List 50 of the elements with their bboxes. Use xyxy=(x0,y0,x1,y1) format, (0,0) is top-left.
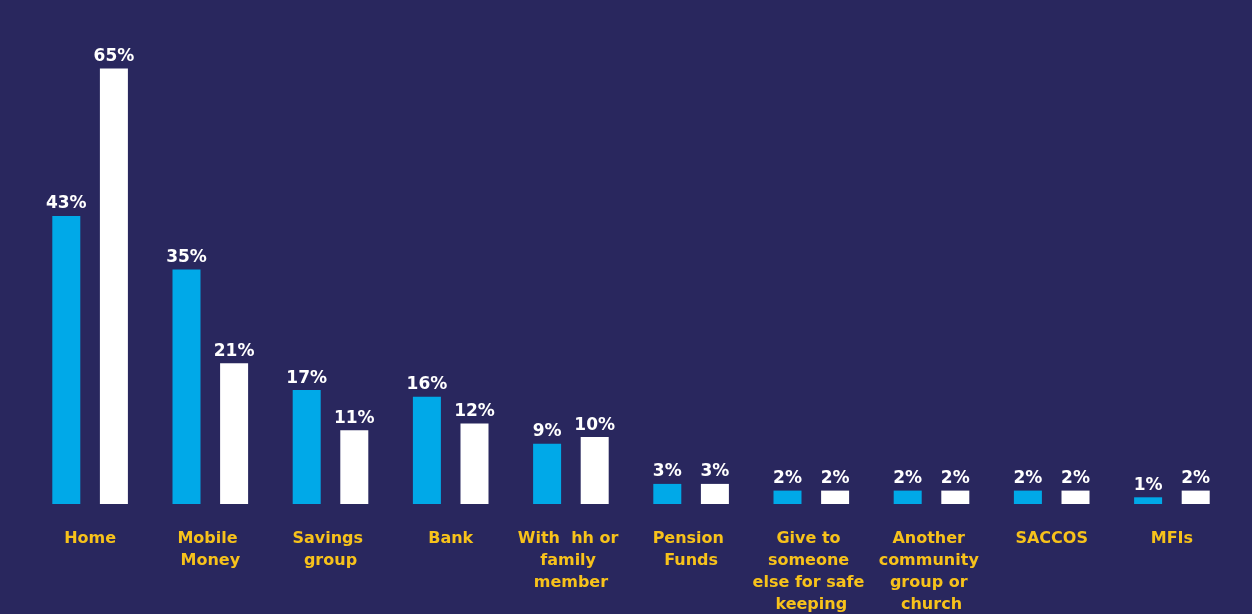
data-label: 43% xyxy=(45,192,87,213)
data-label: 35% xyxy=(166,246,207,266)
bar xyxy=(1134,497,1163,504)
data-label: 10% xyxy=(574,413,616,434)
x-tick-label: Bank xyxy=(428,527,474,547)
x-tick-label: SACCOS xyxy=(1015,527,1088,547)
x-tick-label: With hh or family member xyxy=(517,527,624,591)
bar xyxy=(292,390,321,504)
data-label: 1% xyxy=(1133,473,1163,494)
data-label: 2% xyxy=(773,467,802,488)
data-label: 12% xyxy=(454,400,495,421)
x-tick-label: Home xyxy=(64,527,117,547)
bar xyxy=(700,483,729,504)
data-label: 3% xyxy=(700,460,730,481)
data-label: 17% xyxy=(286,366,328,387)
bar xyxy=(1013,490,1042,504)
bar xyxy=(653,483,682,504)
x-tick-label: Pension Funds xyxy=(652,527,730,569)
x-tick-label: Mobile Money xyxy=(177,527,244,569)
bar xyxy=(99,68,128,504)
bar xyxy=(941,490,970,504)
bar xyxy=(172,269,201,504)
bar xyxy=(52,215,81,504)
bar xyxy=(412,396,441,504)
data-label: 21% xyxy=(213,339,255,360)
data-label: 2% xyxy=(893,467,923,488)
data-label: 2% xyxy=(1013,467,1043,488)
x-tick-label: Savings group xyxy=(292,527,369,569)
x-tick-label: MFIs xyxy=(1150,527,1194,547)
bar xyxy=(773,490,802,504)
bar xyxy=(1061,490,1090,504)
x-tick-label: Another community group or church xyxy=(878,527,985,613)
data-label: 2% xyxy=(1061,467,1090,488)
bar xyxy=(821,490,850,504)
bar xyxy=(580,437,609,504)
data-label: 16% xyxy=(406,373,448,394)
data-label: 2% xyxy=(940,467,970,488)
data-label: 2% xyxy=(820,467,850,488)
bar xyxy=(533,443,562,504)
data-label: 11% xyxy=(333,406,375,427)
data-label: 9% xyxy=(532,420,562,441)
bar xyxy=(220,363,249,504)
bar xyxy=(1181,490,1210,504)
bar xyxy=(460,423,489,504)
data-label: 2% xyxy=(1181,467,1211,488)
bar xyxy=(893,490,922,504)
data-label: 65% xyxy=(93,45,135,65)
x-tick-label: Give to someone else for safe keeping xyxy=(752,527,870,613)
data-label: 3% xyxy=(652,460,682,481)
bar xyxy=(340,430,369,504)
